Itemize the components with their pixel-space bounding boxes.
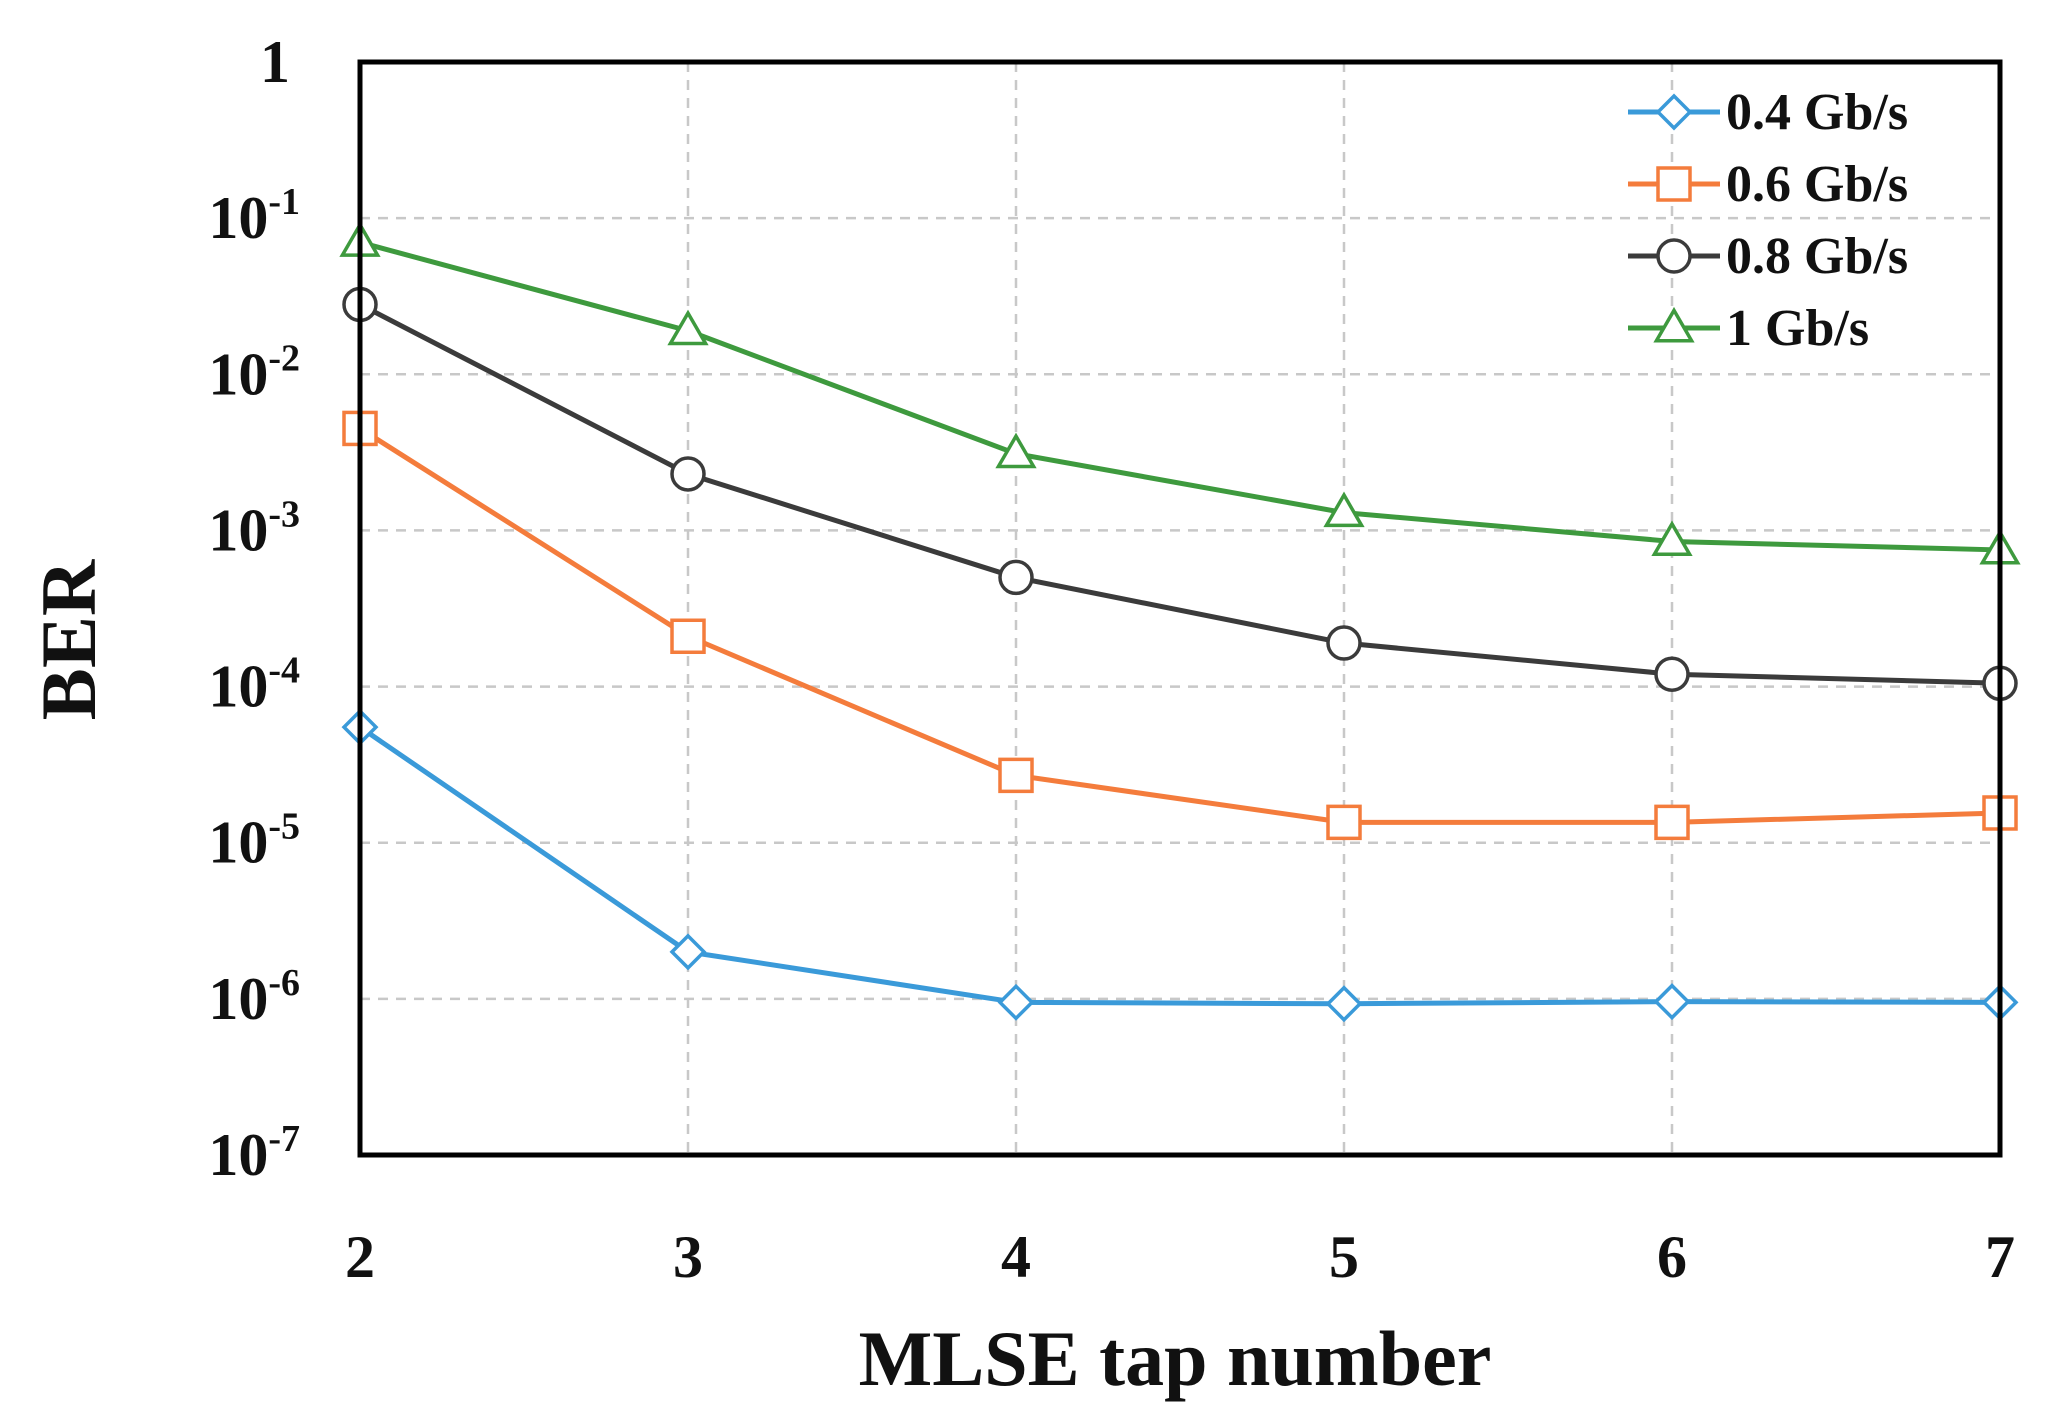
y-tick-exponent: -7 xyxy=(268,1118,300,1160)
diamond-marker xyxy=(997,983,1035,1021)
y-tick-exponent: -6 xyxy=(268,962,300,1004)
y-tick-base: 10 xyxy=(208,1122,268,1188)
triangle-marker xyxy=(995,432,1037,469)
y-tick-base: 1 xyxy=(260,29,290,95)
x-tick-label: 2 xyxy=(345,1224,375,1290)
legend-label: 1 Gb/s xyxy=(1726,300,1869,357)
triangle-marker xyxy=(1323,491,1365,528)
square-marker xyxy=(1656,166,1692,202)
circle-marker xyxy=(998,559,1034,596)
series-line xyxy=(358,725,2001,1007)
y-tick-exponent: -2 xyxy=(268,337,300,379)
legend-item: 0.6 Gb/s xyxy=(1628,156,1908,213)
x-tick-label: 7 xyxy=(1985,1224,2015,1290)
triangle-marker xyxy=(1651,520,1693,556)
diamond-marker xyxy=(1325,985,1363,1023)
series-0-8-gb-sline-group xyxy=(342,286,2018,702)
y-tick-label: 10-3 xyxy=(208,493,300,563)
x-tick-label: 3 xyxy=(673,1224,703,1290)
diamond-marker xyxy=(669,933,707,971)
y-tick-base: 10 xyxy=(208,497,268,563)
square-marker xyxy=(998,757,1034,794)
y-tick-label: 10-2 xyxy=(208,337,300,407)
circle-marker xyxy=(670,456,706,492)
circle-marker xyxy=(1656,238,1692,274)
circle-marker xyxy=(1654,656,1690,692)
square-marker xyxy=(1326,804,1362,841)
legend-item: 0.8 Gb/s xyxy=(1628,228,1908,285)
y-tick-label: 10-1 xyxy=(208,181,300,251)
y-tick-base: 10 xyxy=(208,654,268,720)
y-tick-exponent: -4 xyxy=(268,650,300,692)
x-tick-label: 5 xyxy=(1329,1224,1359,1290)
series-layer xyxy=(339,221,2021,1023)
legend-label: 0.4 Gb/s xyxy=(1726,84,1908,141)
x-tick-label: 6 xyxy=(1657,1224,1687,1290)
diamond-marker xyxy=(1653,983,1691,1021)
series-line xyxy=(358,302,2001,686)
legend-item: 1 Gb/s xyxy=(1628,300,1869,357)
x-tick-labels: 2 3 4 5 6 7 xyxy=(345,1224,2015,1290)
y-tick-exponent: -5 xyxy=(268,806,300,848)
y-tick-label: 10-4 xyxy=(208,650,300,720)
x-axis-title: MLSE tap number xyxy=(859,1315,1492,1402)
circle-marker xyxy=(1326,625,1362,661)
y-tick-exponent: -1 xyxy=(268,181,300,223)
y-tick-label: 1 xyxy=(260,29,290,95)
y-tick-base: 10 xyxy=(208,810,268,876)
y-tick-label: 10-5 xyxy=(208,806,300,876)
legend: 0.4 Gb/s 0.6 Gb/s 0.8 Gb/s 1 Gb/s xyxy=(1628,84,1908,357)
square-marker xyxy=(670,618,706,655)
series-0-4-gb-sline-group xyxy=(341,708,2019,1023)
y-tick-label: 10-6 xyxy=(208,962,300,1032)
y-tick-base: 10 xyxy=(208,966,268,1032)
y-tick-base: 10 xyxy=(208,185,268,251)
series-0-6-gb-sline-group xyxy=(342,410,2018,841)
legend-item: 0.4 Gb/s xyxy=(1628,84,1908,141)
legend-label: 0.6 Gb/s xyxy=(1726,156,1908,213)
series-1-gb-sline-group xyxy=(339,221,2021,565)
triangle-marker xyxy=(1653,306,1695,343)
legend-label: 0.8 Gb/s xyxy=(1726,228,1908,285)
y-tick-labels: 110-110-210-310-410-510-610-7 xyxy=(208,29,300,1188)
y-tick-exponent: -3 xyxy=(268,493,300,535)
triangle-marker xyxy=(667,309,709,346)
y-axis-title: BER xyxy=(25,558,112,720)
series-line xyxy=(359,239,2001,553)
y-tick-label: 10-7 xyxy=(208,1118,300,1188)
y-tick-base: 10 xyxy=(208,341,268,407)
square-marker xyxy=(1654,804,1690,841)
series-line xyxy=(358,426,2001,825)
plot-frame xyxy=(357,59,2003,1158)
diamond-marker xyxy=(1655,93,1693,131)
x-tick-label: 4 xyxy=(1001,1224,1031,1290)
